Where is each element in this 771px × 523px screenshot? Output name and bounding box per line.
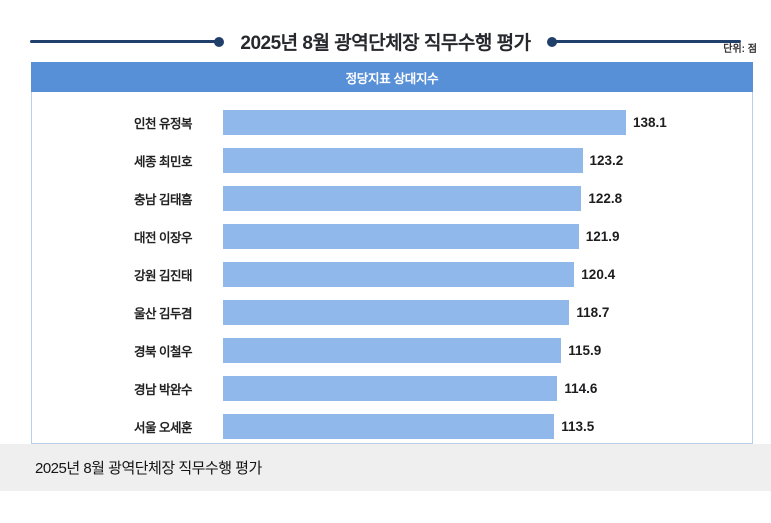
- bar-category-label: 충남 김태흠: [134, 192, 192, 207]
- bar: [223, 109, 626, 135]
- bar: [223, 223, 579, 249]
- bar-row: 경북 이철우 115.9: [32, 331, 752, 369]
- chart-panel: 정당지표 상대지수 인천 유정복 138.1 세종 최민호 123.2 충남 김태흠 12…: [31, 62, 753, 444]
- bar: [223, 185, 582, 211]
- header-line-left-dot: [214, 36, 225, 47]
- header-line-right-dot: [546, 36, 557, 47]
- header-line-left: [30, 36, 225, 47]
- bar-category-label: 경북 이철우: [134, 344, 192, 359]
- bar: [223, 147, 583, 173]
- bar-category-label: 서울 오세훈: [134, 420, 192, 435]
- bar-value-label: 138.1: [633, 114, 667, 130]
- caption-band: 2025년 8월 광역단체장 직무수행 평가: [0, 444, 771, 491]
- bar-row: 서울 오세훈 113.5: [32, 407, 752, 443]
- bar-value-label: 113.5: [561, 418, 595, 434]
- bar-value-label: 121.9: [585, 228, 620, 244]
- bar: [223, 261, 575, 287]
- bar-row: 강원 김진태 120.4: [32, 255, 752, 293]
- bar-row: 인천 유정복 138.1: [32, 103, 752, 141]
- bar-category-label: 울산 김두겸: [134, 306, 192, 321]
- bar-category-label: 경남 박완수: [134, 382, 192, 397]
- bar-value-label: 120.4: [581, 266, 616, 282]
- chart-subtitle-bar: 정당지표 상대지수: [31, 62, 753, 92]
- page-title: 2025년 8월 광역단체장 직무수행 평가: [240, 33, 531, 54]
- bar: [223, 413, 555, 439]
- bar-row: 대전 이장우 121.9: [32, 217, 752, 255]
- bar: [223, 375, 558, 401]
- bar: [223, 337, 562, 363]
- bar-value-label: 123.2: [589, 152, 624, 168]
- bar-value-label: 118.7: [576, 304, 610, 320]
- bar-row: 세종 최민호 123.2: [32, 141, 752, 179]
- caption-text: 2025년 8월 광역단체장 직무수행 평가: [35, 460, 262, 477]
- bar-category-label: 인천 유정복: [134, 116, 192, 131]
- unit-label: 단위: 점: [723, 44, 757, 55]
- bar-value-label: 114.6: [564, 380, 598, 396]
- bar-category-label: 대전 이장우: [134, 230, 192, 245]
- chart-header: 2025년 8월 광역단체장 직무수행 평가 단위: 점: [0, 0, 771, 62]
- bar-row: 경남 박완수 114.6: [32, 369, 752, 407]
- bar-value-label: 122.8: [588, 190, 623, 206]
- bar-category-label: 강원 김진태: [134, 268, 192, 283]
- bar-category-label: 세종 최민호: [134, 154, 192, 169]
- bar: [223, 299, 570, 325]
- bar-row: 울산 김두겸 118.7: [32, 293, 752, 331]
- header-line-right: [546, 36, 742, 47]
- bar-chart: 인천 유정복 138.1 세종 최민호 123.2 충남 김태흠 122.8 대전 이장우 1…: [31, 92, 753, 444]
- bar-value-label: 115.9: [568, 342, 602, 358]
- bar-row: 충남 김태흠 122.8: [32, 179, 752, 217]
